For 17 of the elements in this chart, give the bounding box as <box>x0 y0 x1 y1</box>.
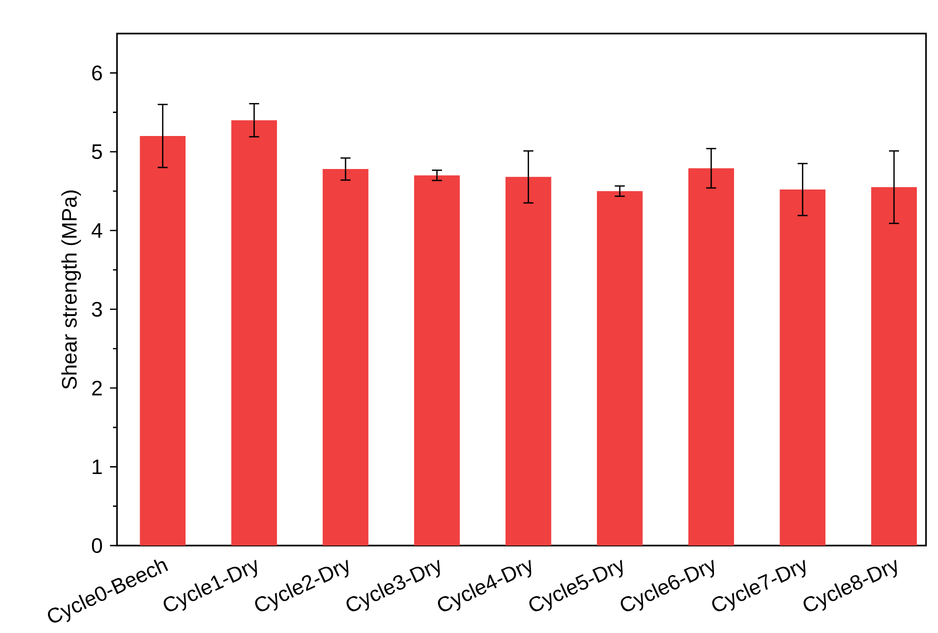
y-axis-title: Shear strength (MPa) <box>61 190 81 389</box>
y-tick-label: 5 <box>92 144 102 160</box>
y-tick-label: 3 <box>92 302 102 317</box>
y-tick-label: 6 <box>92 66 102 80</box>
bar <box>322 169 368 546</box>
bar <box>140 136 186 546</box>
bar <box>780 190 826 546</box>
bar <box>871 187 917 546</box>
y-tick-label: 2 <box>92 380 102 396</box>
y-tick-label: 4 <box>92 223 102 238</box>
bar <box>506 176 552 546</box>
bar <box>231 120 277 546</box>
bar <box>414 175 460 546</box>
bar <box>688 168 734 546</box>
y-tick-label: 0 <box>92 538 102 553</box>
bar <box>596 191 643 546</box>
y-tick-label: 1 <box>92 460 102 474</box>
